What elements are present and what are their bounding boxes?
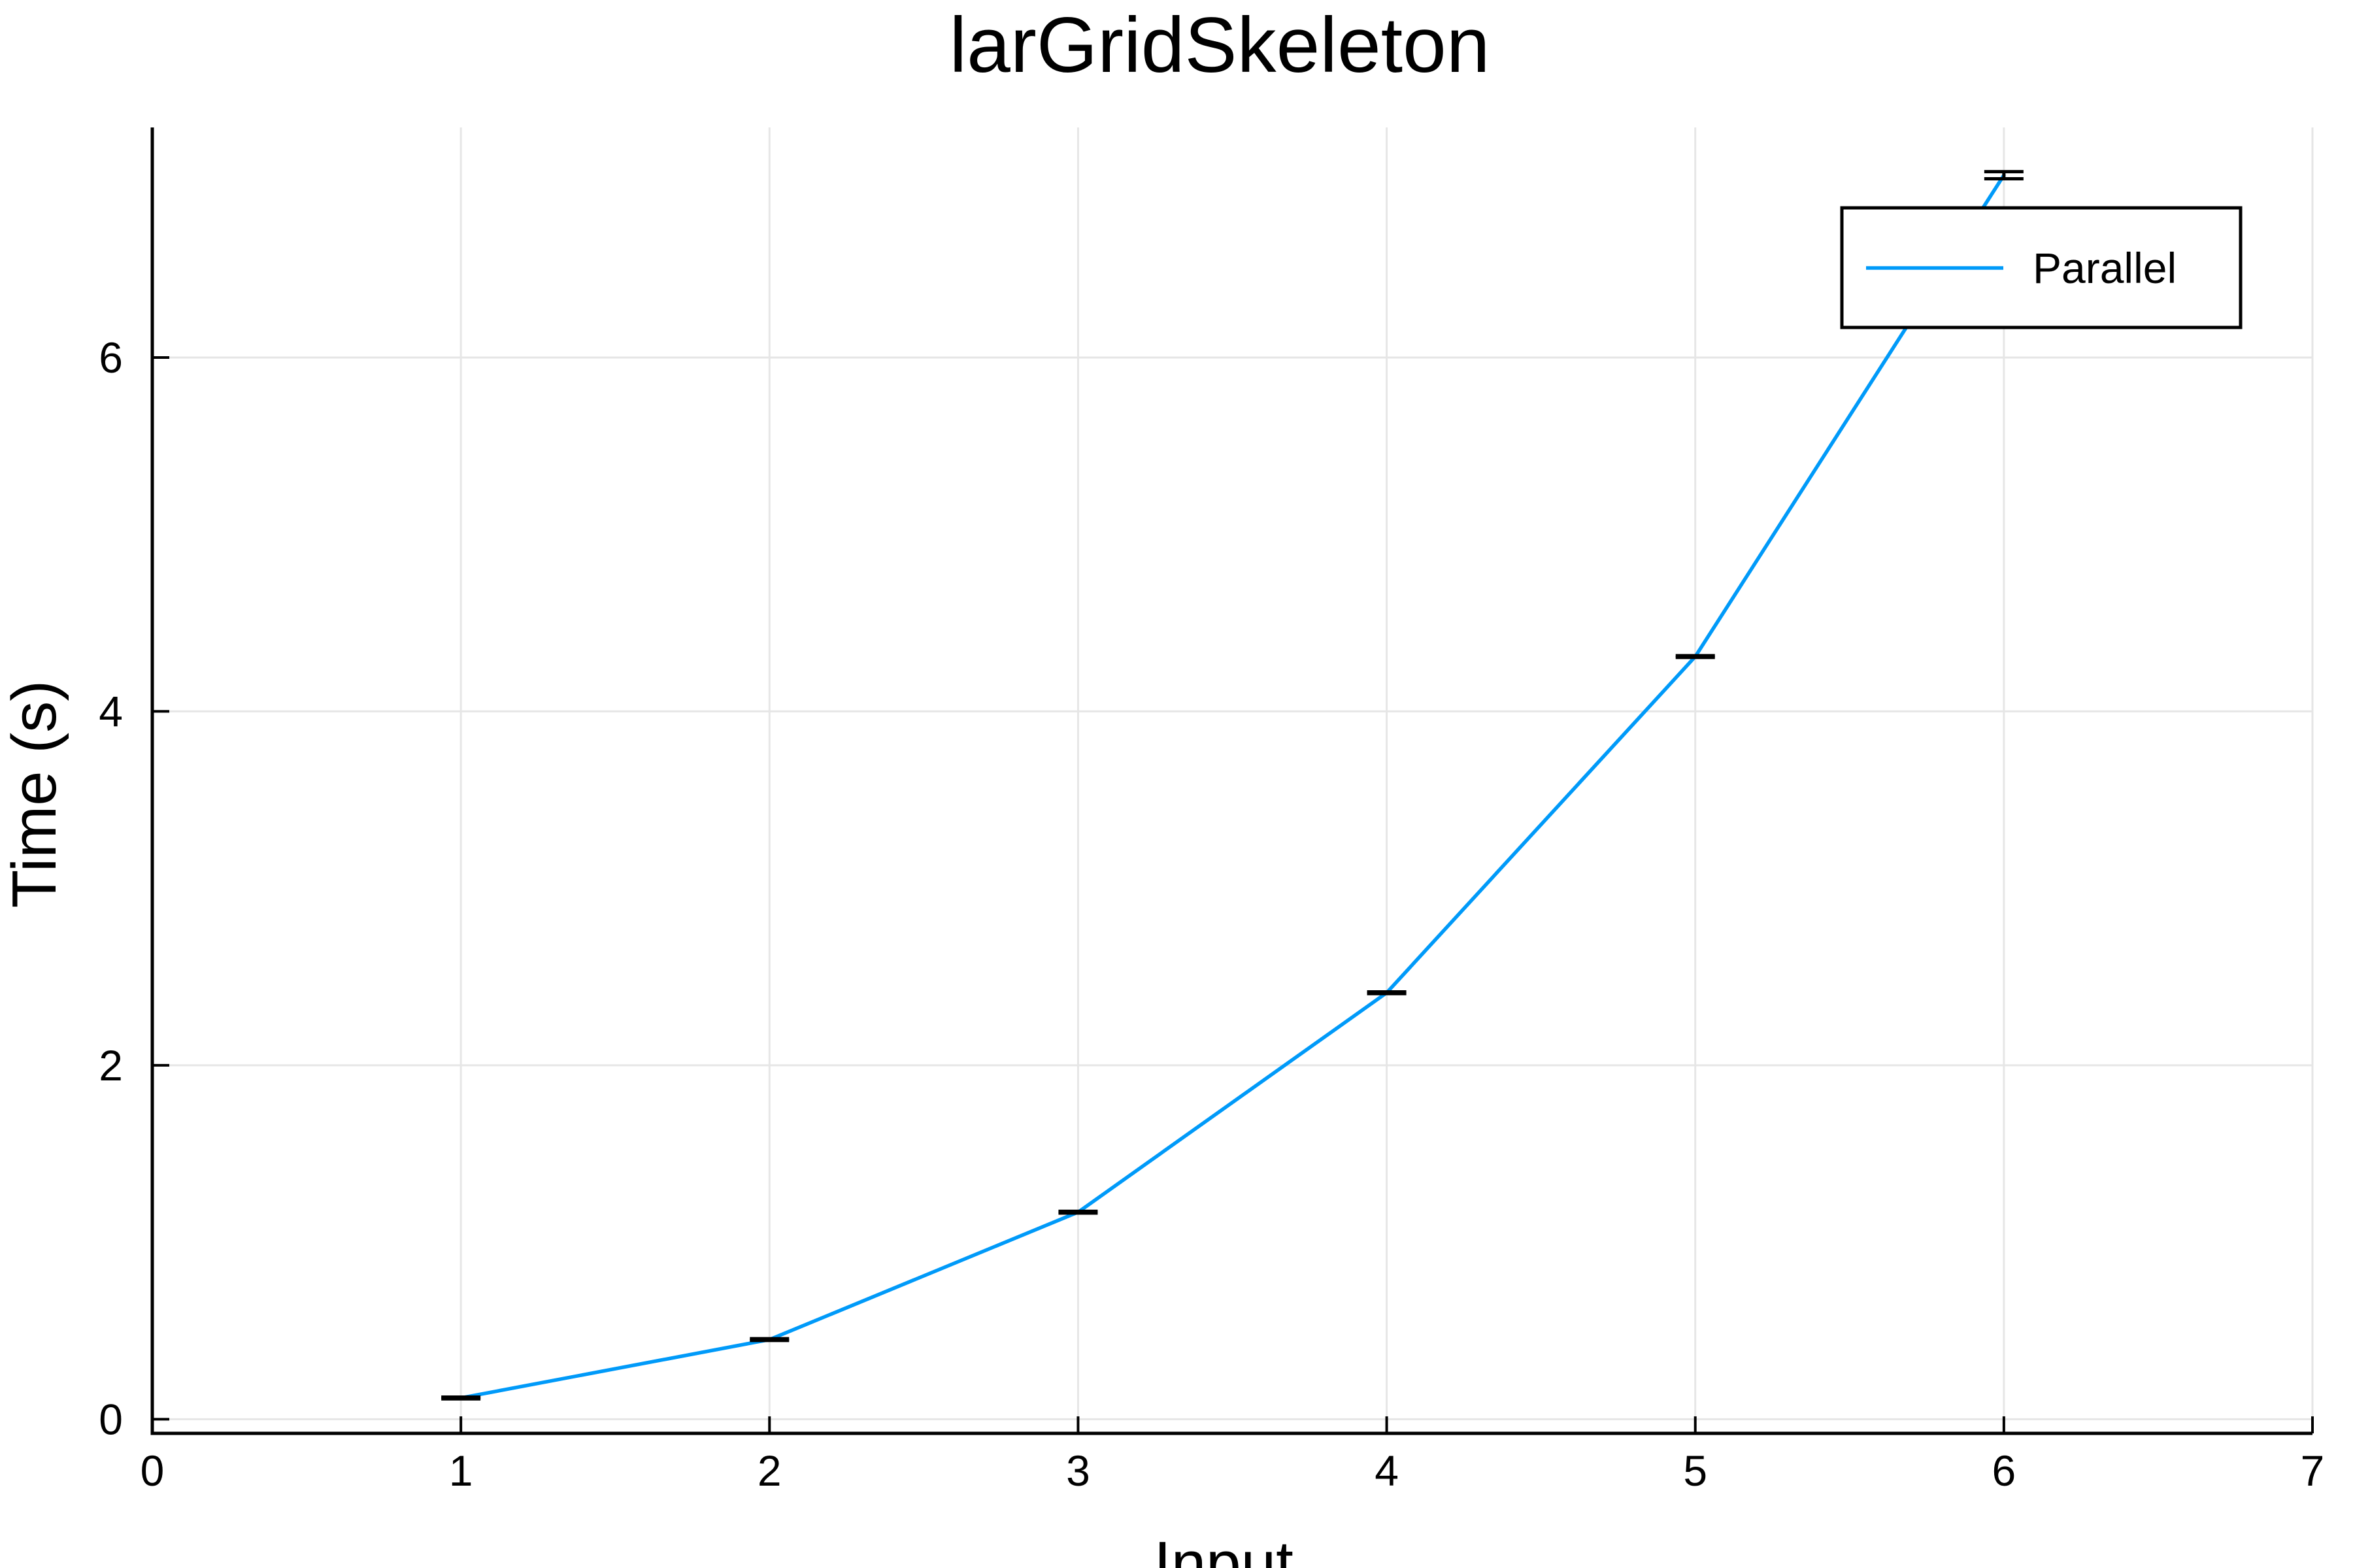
x-tick-label: 1 [449, 1446, 473, 1495]
x-tick-label: 6 [1992, 1446, 2016, 1495]
x-tick-label: 7 [2301, 1446, 2325, 1495]
error-bars [441, 170, 2024, 1401]
x-axis-label: Input [1154, 1529, 1293, 1568]
error-bar [1058, 1209, 1098, 1215]
error-bar [1984, 170, 2024, 181]
y-tick-label: 4 [99, 687, 123, 735]
error-bar [1675, 654, 1715, 659]
error-bar [1367, 990, 1407, 995]
legend-label-parallel: Parallel [2033, 244, 2177, 292]
x-axis: 0 1 2 3 4 5 6 7 [141, 1416, 2325, 1495]
series-layer [459, 173, 2006, 1400]
x-tick-label: 2 [758, 1446, 782, 1495]
x-tick-label: 4 [1375, 1446, 1399, 1495]
y-axis: 0 2 4 6 [99, 333, 169, 1443]
grid [152, 127, 2314, 1433]
error-bar [441, 1395, 481, 1401]
chart-title: larGridSkeleton [949, 1, 1490, 89]
y-tick-label: 6 [99, 333, 123, 382]
y-tick-label: 2 [99, 1041, 123, 1090]
error-bar [750, 1337, 790, 1343]
series-line-parallel [459, 173, 2006, 1400]
x-tick-label: 3 [1066, 1446, 1090, 1495]
y-axis-label: Time (s) [0, 680, 69, 908]
y-tick-label: 0 [99, 1395, 123, 1443]
x-tick-label: 5 [1683, 1446, 1707, 1495]
legend: Parallel [1840, 206, 2243, 329]
x-tick-label: 0 [141, 1446, 165, 1495]
